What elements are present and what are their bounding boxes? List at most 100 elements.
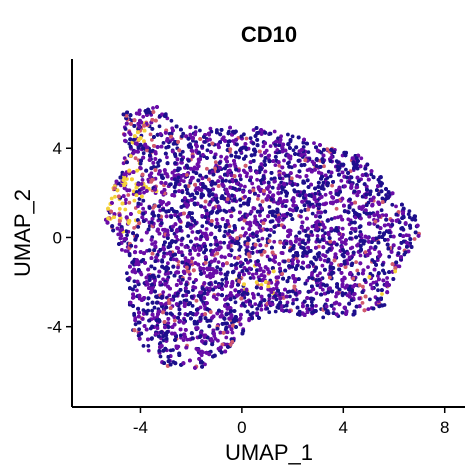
cell-point <box>122 156 127 161</box>
cell-point <box>233 300 238 305</box>
cell-point <box>237 248 242 252</box>
cell-point <box>137 197 142 201</box>
cell-point <box>339 178 344 183</box>
cell-point <box>268 144 273 149</box>
cell-point <box>260 236 265 241</box>
cell-point <box>190 230 195 234</box>
cell-point <box>152 305 157 310</box>
scatter-points <box>104 105 421 370</box>
cell-point <box>295 263 299 268</box>
cell-point <box>161 290 166 294</box>
cell-point <box>285 300 290 305</box>
cell-point <box>375 258 380 262</box>
cell-point <box>407 209 412 214</box>
cell-point <box>274 297 279 302</box>
cell-point <box>207 143 212 147</box>
cell-point <box>286 132 290 137</box>
cell-point <box>321 315 326 320</box>
cell-point <box>161 277 166 282</box>
cell-point <box>238 203 243 208</box>
cell-point <box>371 280 376 285</box>
cell-point <box>133 244 138 249</box>
cell-point <box>158 341 163 345</box>
cell-point <box>262 191 266 196</box>
cell-point <box>253 214 257 219</box>
cell-point <box>384 193 388 197</box>
cell-point <box>321 180 326 185</box>
cell-point <box>298 175 302 179</box>
cell-point <box>299 214 303 219</box>
cell-point <box>209 129 214 134</box>
cell-point <box>241 168 246 173</box>
cell-point <box>205 166 209 171</box>
cell-point <box>123 207 128 212</box>
cell-point <box>158 354 163 359</box>
cell-point <box>314 304 318 308</box>
cell-point <box>273 142 278 147</box>
cell-point <box>251 128 256 132</box>
cell-point <box>286 258 291 263</box>
cell-point <box>172 318 177 323</box>
cell-point <box>290 134 295 139</box>
cell-point <box>316 244 321 249</box>
cell-point <box>200 224 205 229</box>
cell-point <box>132 198 137 203</box>
cell-point <box>305 303 310 308</box>
cell-point <box>220 278 225 282</box>
cell-point <box>322 258 327 263</box>
cell-point <box>139 238 144 243</box>
cell-point <box>193 125 198 130</box>
cell-point <box>255 177 259 182</box>
cell-point <box>133 156 138 161</box>
cell-point <box>136 225 141 229</box>
cell-point <box>203 304 207 309</box>
cell-point <box>140 178 145 182</box>
cell-point <box>185 337 190 342</box>
cell-point <box>256 292 261 297</box>
cell-point <box>109 196 114 201</box>
cell-point <box>380 292 384 296</box>
cell-point <box>356 271 361 276</box>
cell-point <box>258 213 262 218</box>
cell-point <box>276 223 281 228</box>
cell-point <box>125 271 129 276</box>
cell-point <box>366 265 370 269</box>
cell-point <box>141 344 146 348</box>
cell-point <box>127 141 132 146</box>
cell-point <box>253 302 258 306</box>
cell-point <box>368 297 372 302</box>
cell-point <box>242 132 246 137</box>
cell-point <box>377 230 382 235</box>
cell-point <box>204 227 209 231</box>
cell-point <box>286 290 290 294</box>
cell-point <box>156 274 161 279</box>
cell-point <box>250 272 255 277</box>
cell-point <box>172 231 177 236</box>
cell-point <box>305 278 310 283</box>
cell-point <box>142 139 146 144</box>
cell-point <box>208 126 213 131</box>
cell-point <box>141 114 146 119</box>
cell-point <box>169 257 173 262</box>
cell-point <box>213 160 218 165</box>
cell-point <box>310 233 315 238</box>
cell-point <box>215 265 220 270</box>
cell-point <box>210 179 215 184</box>
cell-point <box>220 342 225 347</box>
cell-point <box>231 139 236 143</box>
cell-point <box>203 140 207 144</box>
cell-point <box>355 268 360 273</box>
cell-point <box>155 326 160 331</box>
cell-point <box>135 288 139 293</box>
cell-point <box>198 128 202 133</box>
cell-point <box>322 291 327 296</box>
cell-point <box>121 161 126 166</box>
cell-point <box>213 337 218 341</box>
cell-point <box>287 275 291 280</box>
cell-point <box>348 246 353 251</box>
cell-point <box>267 310 272 315</box>
cell-point <box>125 249 130 254</box>
cell-point <box>224 155 229 160</box>
cell-point <box>208 271 213 276</box>
